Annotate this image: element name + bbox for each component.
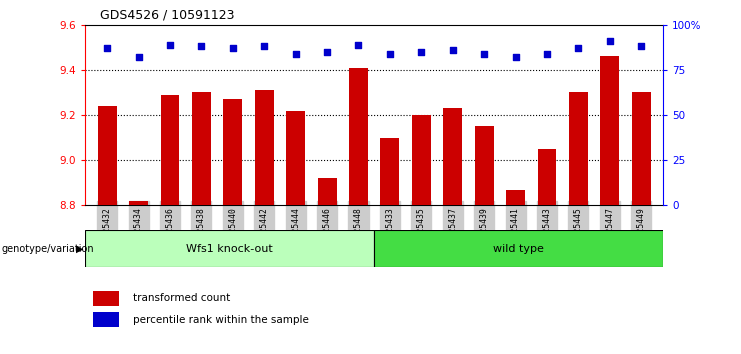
Bar: [537, 149, 556, 205]
Point: [259, 44, 270, 49]
Point: [510, 55, 522, 60]
Point: [604, 38, 616, 44]
Bar: [318, 178, 336, 205]
Bar: [412, 115, 431, 205]
Text: percentile rank within the sample: percentile rank within the sample: [133, 315, 309, 325]
Point: [353, 42, 365, 47]
Text: GDS4526 / 10591123: GDS4526 / 10591123: [100, 9, 235, 22]
Bar: [192, 92, 211, 205]
Bar: [632, 92, 651, 205]
Bar: [98, 106, 116, 205]
Bar: [374, 230, 663, 267]
Point: [416, 49, 428, 55]
Point: [478, 51, 490, 57]
Bar: [380, 138, 399, 205]
Point: [635, 44, 647, 49]
Bar: [443, 108, 462, 205]
Text: Wfs1 knock-out: Wfs1 knock-out: [186, 244, 273, 254]
Point: [196, 44, 207, 49]
Point: [227, 45, 239, 51]
Bar: [349, 68, 368, 205]
Bar: [600, 56, 619, 205]
Text: genotype/variation: genotype/variation: [1, 244, 94, 254]
Point: [447, 47, 459, 53]
Point: [164, 42, 176, 47]
Point: [133, 55, 144, 60]
Bar: [475, 126, 494, 205]
Text: transformed count: transformed count: [133, 293, 230, 303]
Text: wild type: wild type: [494, 244, 544, 254]
Point: [573, 45, 585, 51]
Bar: [569, 92, 588, 205]
Bar: [161, 95, 179, 205]
Bar: [129, 201, 148, 205]
Bar: [93, 291, 119, 306]
Point: [102, 45, 113, 51]
Point: [541, 51, 553, 57]
Point: [384, 51, 396, 57]
Bar: [286, 110, 305, 205]
Bar: [506, 189, 525, 205]
Point: [290, 51, 302, 57]
Bar: [93, 312, 119, 327]
Bar: [255, 90, 273, 205]
Bar: [85, 230, 374, 267]
Point: [321, 49, 333, 55]
Bar: [224, 99, 242, 205]
Text: ▶: ▶: [76, 244, 84, 254]
